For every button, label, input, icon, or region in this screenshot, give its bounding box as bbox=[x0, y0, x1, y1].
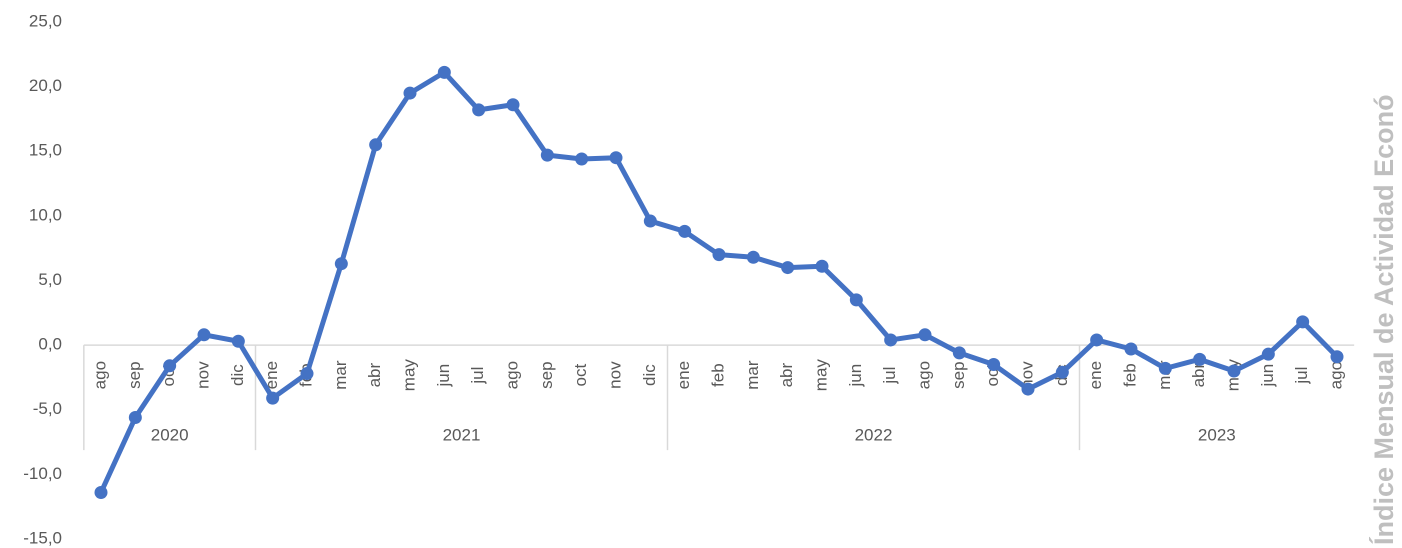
marker bbox=[1227, 364, 1241, 378]
marker bbox=[403, 86, 417, 100]
marker bbox=[540, 148, 554, 162]
y-tick-label: 15,0 bbox=[29, 141, 62, 160]
line bbox=[98, 69, 1339, 494]
x-tick-label: sep bbox=[125, 361, 144, 388]
marker bbox=[575, 152, 589, 166]
marker bbox=[128, 411, 142, 425]
x-tick-label: nov bbox=[605, 361, 624, 389]
x-tick-label: jul bbox=[1292, 367, 1311, 385]
marker bbox=[952, 346, 966, 360]
marker bbox=[506, 98, 520, 112]
x-tick-label: sep bbox=[949, 361, 968, 388]
x-tick-label: oct bbox=[571, 364, 590, 387]
x-tick-label: feb bbox=[1120, 363, 1139, 387]
marker bbox=[369, 138, 383, 152]
x-tick-label: ene bbox=[674, 361, 693, 389]
marker bbox=[987, 358, 1001, 372]
marker bbox=[849, 293, 863, 307]
x-tick-label: jul bbox=[880, 367, 899, 385]
y-tick-label: 10,0 bbox=[29, 205, 62, 224]
x-tick-label: jun bbox=[846, 364, 865, 388]
group-label: 2022 bbox=[855, 426, 893, 445]
x-tick-label: mar bbox=[331, 360, 350, 390]
marker bbox=[1330, 350, 1344, 364]
x-tick-label: nov bbox=[1017, 361, 1036, 389]
marker bbox=[746, 250, 760, 264]
marker bbox=[437, 65, 451, 79]
y-tick-label: 0,0 bbox=[38, 335, 62, 354]
marker bbox=[678, 224, 692, 238]
group-label: 2020 bbox=[151, 426, 189, 445]
marker bbox=[300, 367, 314, 381]
x-tick-label: abr bbox=[777, 363, 796, 388]
y-tick-label: -10,0 bbox=[23, 464, 62, 483]
marker bbox=[266, 391, 280, 405]
y-tick-label: 25,0 bbox=[29, 11, 62, 30]
y-tick-label: 20,0 bbox=[29, 76, 62, 95]
group-label: 2021 bbox=[443, 426, 481, 445]
group-label: 2023 bbox=[1198, 426, 1236, 445]
marker bbox=[197, 328, 211, 342]
x-tick-label: jun bbox=[434, 364, 453, 388]
x-tick-label: ago bbox=[90, 361, 109, 389]
x-tick-label: dic bbox=[640, 364, 659, 386]
x-tick-label: mar bbox=[743, 360, 762, 390]
marker bbox=[918, 328, 932, 342]
marker bbox=[1296, 315, 1310, 329]
marker bbox=[1055, 365, 1069, 379]
marker bbox=[781, 261, 795, 275]
marker bbox=[643, 214, 657, 228]
x-tick-label: abr bbox=[365, 363, 384, 388]
marker bbox=[163, 359, 177, 373]
marker bbox=[1021, 382, 1035, 396]
marker bbox=[712, 248, 726, 262]
marker bbox=[231, 334, 245, 348]
y-tick-label: -15,0 bbox=[23, 528, 62, 547]
x-tick-label: abr bbox=[1189, 363, 1208, 388]
x-tick-label: may bbox=[399, 359, 418, 392]
marker bbox=[815, 259, 829, 273]
x-tick-label: ene bbox=[1086, 361, 1105, 389]
marker bbox=[1158, 361, 1172, 375]
marker bbox=[609, 151, 623, 165]
x-tick-label: ago bbox=[1326, 361, 1345, 389]
marker bbox=[94, 485, 108, 499]
x-tick-label: ago bbox=[502, 361, 521, 389]
x-tick-label: jul bbox=[468, 367, 487, 385]
x-tick-label: ago bbox=[914, 361, 933, 389]
x-tick-label: nov bbox=[193, 361, 212, 389]
side-title: Índice Mensual de Actividad Econó bbox=[1368, 94, 1399, 545]
y-tick-label: -5,0 bbox=[33, 399, 62, 418]
marker bbox=[1090, 333, 1104, 347]
marker bbox=[1261, 347, 1275, 361]
marker bbox=[884, 333, 898, 347]
x-tick-label: sep bbox=[537, 361, 556, 388]
y-tick-label: 5,0 bbox=[38, 270, 62, 289]
x-tick-label: jun bbox=[1258, 364, 1277, 388]
marker bbox=[1124, 342, 1138, 356]
marker bbox=[1193, 352, 1207, 366]
x-tick-label: dic bbox=[228, 364, 247, 386]
marker bbox=[334, 257, 348, 271]
x-tick-label: feb bbox=[708, 363, 727, 387]
x-tick-label: ene bbox=[262, 361, 281, 389]
marker bbox=[472, 103, 486, 117]
x-tick-label: may bbox=[811, 359, 830, 392]
